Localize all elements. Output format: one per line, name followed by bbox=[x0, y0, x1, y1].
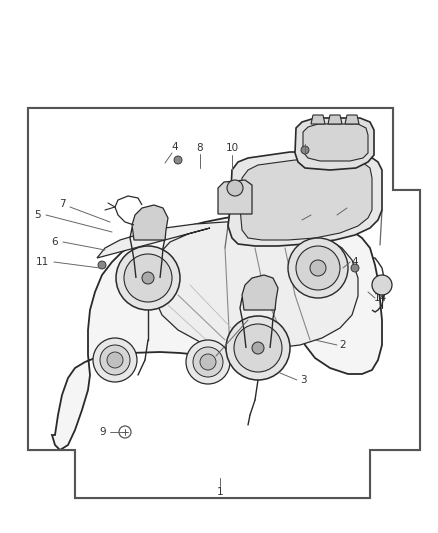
Circle shape bbox=[100, 345, 130, 375]
Polygon shape bbox=[227, 152, 381, 246]
Circle shape bbox=[309, 260, 325, 276]
Polygon shape bbox=[327, 115, 341, 124]
Circle shape bbox=[350, 264, 358, 272]
Polygon shape bbox=[28, 108, 419, 498]
Circle shape bbox=[193, 347, 223, 377]
Text: 12: 12 bbox=[345, 203, 358, 213]
Circle shape bbox=[107, 352, 123, 368]
Polygon shape bbox=[218, 180, 251, 214]
Circle shape bbox=[226, 316, 290, 380]
Text: 4: 4 bbox=[171, 142, 178, 152]
Text: 6: 6 bbox=[52, 237, 58, 247]
Text: 11: 11 bbox=[35, 257, 49, 267]
Text: 9: 9 bbox=[99, 427, 106, 437]
Text: 14: 14 bbox=[373, 293, 386, 303]
Circle shape bbox=[233, 324, 281, 372]
Circle shape bbox=[141, 272, 154, 284]
Circle shape bbox=[98, 261, 106, 269]
Polygon shape bbox=[241, 275, 277, 310]
Text: 4: 4 bbox=[301, 133, 307, 143]
Text: 10: 10 bbox=[225, 143, 238, 153]
Circle shape bbox=[200, 354, 215, 370]
Text: 2: 2 bbox=[339, 340, 346, 350]
Circle shape bbox=[287, 238, 347, 298]
Text: 7: 7 bbox=[59, 199, 65, 209]
Text: 4: 4 bbox=[351, 257, 357, 267]
Polygon shape bbox=[344, 115, 358, 124]
Text: 1: 1 bbox=[216, 487, 223, 497]
Circle shape bbox=[371, 275, 391, 295]
Circle shape bbox=[93, 338, 137, 382]
Text: 13: 13 bbox=[309, 210, 322, 220]
Text: 4: 4 bbox=[214, 345, 221, 355]
Polygon shape bbox=[310, 115, 324, 124]
Circle shape bbox=[226, 180, 243, 196]
Text: 5: 5 bbox=[35, 210, 41, 220]
Circle shape bbox=[251, 342, 263, 354]
Text: 8: 8 bbox=[196, 143, 203, 153]
Polygon shape bbox=[28, 108, 419, 498]
Circle shape bbox=[300, 146, 308, 154]
Polygon shape bbox=[132, 205, 168, 240]
Circle shape bbox=[186, 340, 230, 384]
Polygon shape bbox=[52, 214, 381, 450]
Text: 3: 3 bbox=[299, 375, 306, 385]
Circle shape bbox=[124, 254, 172, 302]
Circle shape bbox=[295, 246, 339, 290]
Circle shape bbox=[173, 156, 182, 164]
Polygon shape bbox=[97, 221, 357, 350]
Polygon shape bbox=[294, 118, 373, 170]
Circle shape bbox=[116, 246, 180, 310]
Polygon shape bbox=[302, 124, 367, 161]
Polygon shape bbox=[240, 160, 371, 240]
